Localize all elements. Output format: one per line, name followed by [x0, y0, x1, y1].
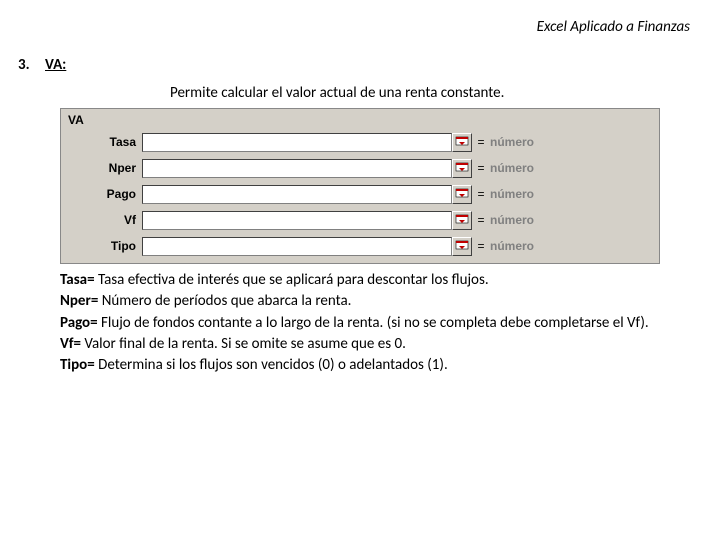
- intro-text: Permite calcular el valor actual de una …: [170, 84, 504, 102]
- definition-line: Tasa= Tasa efectiva de interés que se ap…: [60, 270, 690, 290]
- definition-text: Determina si los flujos son vencidos (0)…: [95, 356, 448, 374]
- definition-line: Tipo= Determina si los flujos son vencid…: [60, 355, 690, 375]
- definition-term: Tipo=: [60, 356, 95, 374]
- arg-label: Nper: [64, 161, 142, 175]
- range-picker-icon: [455, 136, 469, 149]
- definition-text: Tasa efectiva de interés que se aplicará…: [95, 271, 489, 289]
- tasa-input[interactable]: [142, 133, 452, 152]
- equals-sign: =: [472, 239, 490, 253]
- range-picker-button[interactable]: [452, 133, 472, 152]
- tipo-input[interactable]: [142, 237, 452, 256]
- range-picker-icon: [455, 240, 469, 253]
- definition-term: Tasa=: [60, 271, 95, 289]
- function-arguments-panel: VA Tasa = número Nper = número Pago: [60, 108, 660, 264]
- section-name: VA:: [45, 56, 66, 74]
- range-picker-button[interactable]: [452, 237, 472, 256]
- definition-line: Nper= Número de períodos que abarca la r…: [60, 291, 690, 311]
- definitions-block: Tasa= Tasa efectiva de interés que se ap…: [60, 270, 690, 376]
- page-header-title: Excel Aplicado a Finanzas: [537, 18, 690, 36]
- arg-hint: número: [490, 239, 534, 253]
- equals-sign: =: [472, 187, 490, 201]
- arg-row-pago: Pago = número: [64, 182, 656, 206]
- definition-term: Pago=: [60, 314, 98, 332]
- nper-input[interactable]: [142, 159, 452, 178]
- range-picker-icon: [455, 214, 469, 227]
- definition-text: Número de períodos que abarca la renta.: [98, 292, 351, 310]
- equals-sign: =: [472, 213, 490, 227]
- arg-label: Pago: [64, 187, 142, 201]
- arg-row-tipo: Tipo = número: [64, 234, 656, 258]
- vf-input[interactable]: [142, 211, 452, 230]
- pago-input[interactable]: [142, 185, 452, 204]
- equals-sign: =: [472, 161, 490, 175]
- definition-line: Vf= Valor final de la renta. Si se omite…: [60, 334, 690, 354]
- section-number: 3.: [18, 56, 30, 74]
- arg-hint: número: [490, 213, 534, 227]
- range-picker-button[interactable]: [452, 185, 472, 204]
- arg-row-tasa: Tasa = número: [64, 130, 656, 154]
- definition-line: Pago= Flujo de fondos contante a lo larg…: [60, 313, 690, 333]
- equals-sign: =: [472, 135, 490, 149]
- definition-term: Nper=: [60, 292, 98, 310]
- arg-hint: número: [490, 187, 534, 201]
- arg-row-nper: Nper = número: [64, 156, 656, 180]
- dialog-title: VA: [64, 112, 656, 130]
- definition-term: Vf=: [60, 335, 81, 353]
- range-picker-icon: [455, 162, 469, 175]
- arg-row-vf: Vf = número: [64, 208, 656, 232]
- arg-hint: número: [490, 135, 534, 149]
- definition-text: Valor final de la renta. Si se omite se …: [81, 335, 406, 353]
- arg-label: Vf: [64, 213, 142, 227]
- arg-label: Tasa: [64, 135, 142, 149]
- range-picker-button[interactable]: [452, 159, 472, 178]
- arg-hint: número: [490, 161, 534, 175]
- arg-label: Tipo: [64, 239, 142, 253]
- range-picker-icon: [455, 188, 469, 201]
- range-picker-button[interactable]: [452, 211, 472, 230]
- definition-text: Flujo de fondos contante a lo largo de l…: [98, 314, 649, 332]
